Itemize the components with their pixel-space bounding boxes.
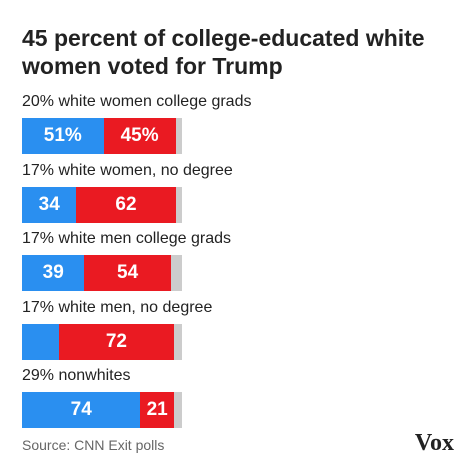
bar-segment <box>140 392 174 428</box>
bar-segment <box>22 118 104 154</box>
value-label: 34 <box>38 193 60 215</box>
bar-segment <box>103 118 176 154</box>
bar-segment <box>175 118 182 154</box>
value-label: 72 <box>105 330 127 352</box>
value-label: 74 <box>70 399 92 420</box>
bar-segment <box>58 323 174 360</box>
bar-segment <box>174 323 182 360</box>
bar-segment <box>22 186 77 223</box>
bar-segment <box>175 186 182 223</box>
bar-segment <box>22 392 141 428</box>
bar-segment <box>22 255 85 291</box>
category-label: 20% white women college grads <box>22 93 252 110</box>
logo: Vox <box>414 430 454 456</box>
value-label: 39 <box>42 262 64 283</box>
chart-title: 45 percent of college-educated white wom… <box>22 25 425 79</box>
value-label: 21 <box>146 399 168 420</box>
bar-segment <box>22 323 59 360</box>
bar-segment <box>84 255 171 291</box>
category-label: 17% white men college grads <box>22 230 232 247</box>
category-label: 29% nonwhites <box>22 367 131 384</box>
category-label: 17% white women, no degree <box>22 161 233 179</box>
value-label: 51% <box>43 125 82 146</box>
value-label: 45% <box>120 125 159 146</box>
value-label: 62 <box>115 193 137 215</box>
source: Source: CNN Exit polls <box>22 437 165 453</box>
bar-segment <box>170 255 182 291</box>
bar-segment <box>76 186 176 223</box>
value-label: 54 <box>117 262 139 283</box>
bar-segment <box>174 392 182 428</box>
category-label: 17% white men, no degree <box>22 298 213 316</box>
